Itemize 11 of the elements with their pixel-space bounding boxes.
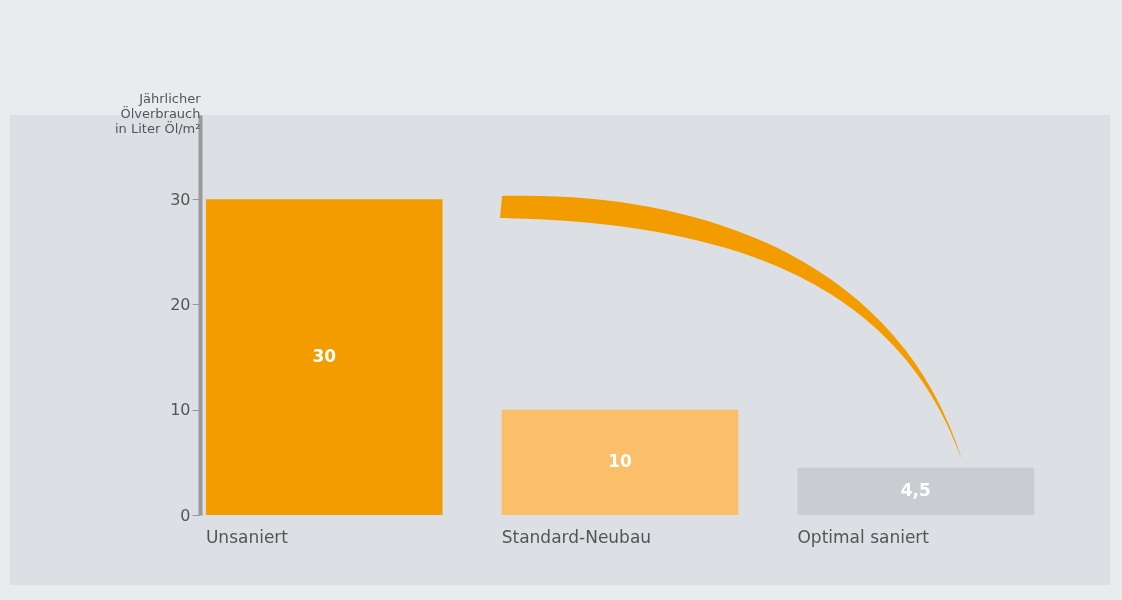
y-tick-label: 30 (170, 189, 191, 209)
y-tick-label: 0 (180, 505, 191, 525)
x-tick-label: Optimal saniert (797, 526, 930, 547)
y-axis-title: Jährlicher Ölverbrauch in Liter Öl/m² (114, 90, 202, 136)
y-tick-label: 20 (170, 294, 191, 314)
y-tick-label: 10 (170, 400, 191, 420)
x-tick-label: Unsaniert (205, 526, 289, 547)
data-label: 10 (608, 451, 632, 472)
bar (501, 409, 739, 515)
data-label: 30 (312, 346, 337, 367)
x-tick-label: Standard-Neubau (501, 526, 652, 547)
